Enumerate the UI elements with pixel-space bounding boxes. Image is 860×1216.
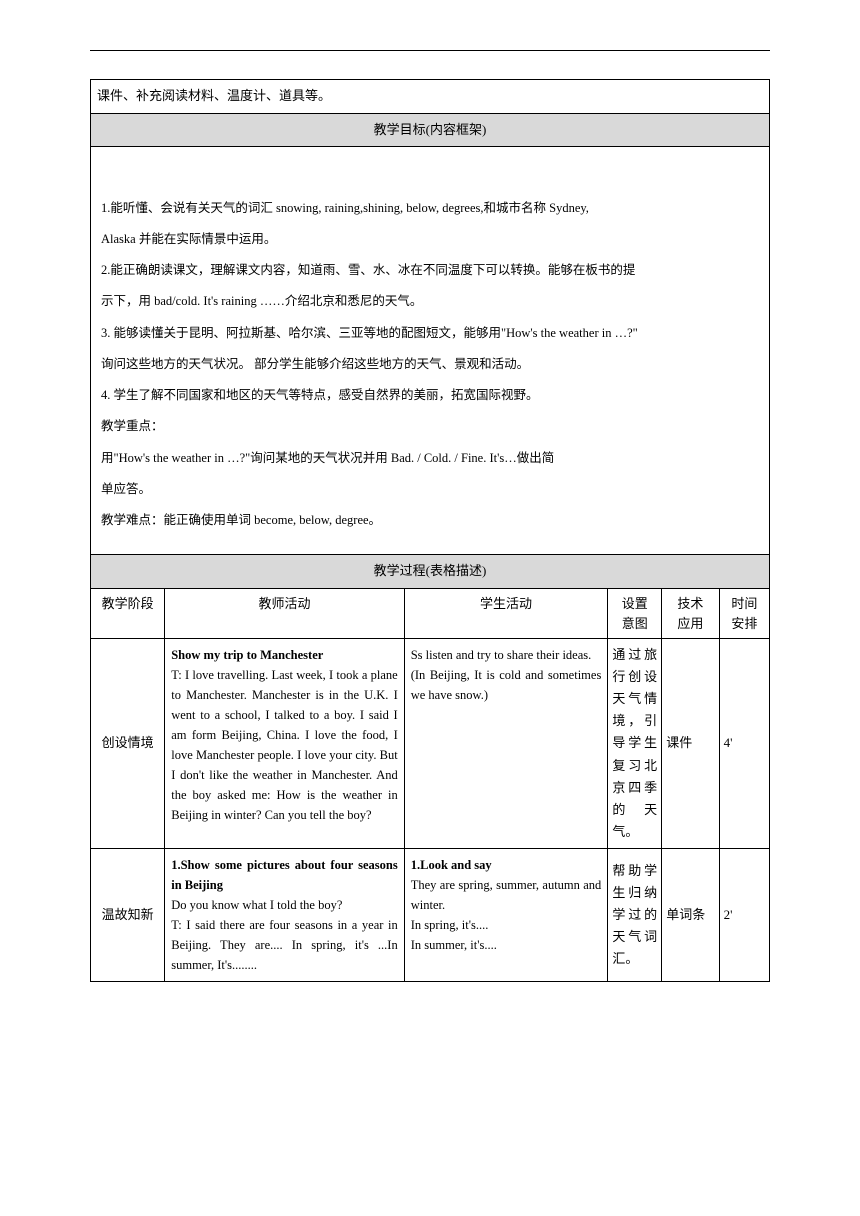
- objective-3a: 3. 能够读懂关于昆明、阿拉斯基、哈尔滨、三亚等地的配图短文，能够用"How's…: [101, 318, 759, 349]
- objective-3b: 询问这些地方的天气状况。 部分学生能够介绍这些地方的天气、景观和活动。: [101, 349, 759, 380]
- student-activity-1: Ss listen and try to share their ideas. …: [404, 639, 608, 849]
- col-header-intent: 设置意图: [608, 589, 662, 639]
- teacher-2-title: 1.Show some pictures about four seasons …: [171, 858, 398, 892]
- stage-2: 温故知新: [91, 848, 165, 981]
- objective-2a: 2.能正确朗读课文，理解课文内容，知道雨、雪、水、冰在不同温度下可以转换。能够在…: [101, 255, 759, 286]
- materials-cell: 课件、补充阅读材料、温度计、道具等。: [91, 80, 770, 114]
- student-2-title: 1.Look and say: [411, 858, 492, 872]
- focus-text-a: 用"How's the weather in …?"询问某地的天气状况并用 Ba…: [101, 443, 759, 474]
- page-top-rule: [90, 50, 770, 51]
- objectives-content: 1.能听懂、会说有关天气的词汇 snowing, raining,shining…: [91, 147, 770, 555]
- teacher-activity-2: 1.Show some pictures about four seasons …: [165, 848, 405, 981]
- student-2-text: They are spring, summer, autumn and wint…: [411, 878, 602, 952]
- teacher-1-title: Show my trip to Manchester: [171, 648, 323, 662]
- col-header-tech: 技术应用: [662, 589, 719, 639]
- student-activity-2: 1.Look and say They are spring, summer, …: [404, 848, 608, 981]
- table-row: 温故知新 1.Show some pictures about four sea…: [91, 848, 770, 981]
- col-header-time: 时间安排: [719, 589, 769, 639]
- objective-2b: 示下，用 bad/cold. It's raining ……介绍北京和悉尼的天气…: [101, 286, 759, 317]
- difficulty-text: 教学难点：能正确使用单词 become, below, degree。: [101, 505, 759, 536]
- objectives-header: 教学目标(内容框架): [91, 113, 770, 147]
- col-header-student: 学生活动: [404, 589, 608, 639]
- intent-1: 通过旅行创设天气情境，引导学生复习北京四季的天气。: [608, 639, 662, 849]
- objective-1a: 1.能听懂、会说有关天气的词汇 snowing, raining,shining…: [101, 193, 759, 224]
- student-1-text1: Ss listen and try to share their ideas.: [411, 648, 592, 662]
- student-1-text2: (In Beijing, It is cold and sometimes we…: [411, 668, 602, 702]
- tech-1: 课件: [662, 639, 719, 849]
- time-1: 4': [719, 639, 769, 849]
- col-header-stage: 教学阶段: [91, 589, 165, 639]
- process-header: 教学过程(表格描述): [91, 555, 770, 589]
- focus-text-b: 单应答。: [101, 474, 759, 505]
- table-row: 创设情境 Show my trip to Manchester T: I lov…: [91, 639, 770, 849]
- col-header-teacher: 教师活动: [165, 589, 405, 639]
- tech-2: 单词条: [662, 848, 719, 981]
- teacher-1-text: T: I love travelling. Last week, I took …: [171, 668, 398, 822]
- objective-4: 4. 学生了解不同国家和地区的天气等特点，感受自然界的美丽，拓宽国际视野。: [101, 380, 759, 411]
- teacher-2-text: Do you know what I told the boy? T: I sa…: [171, 898, 398, 972]
- objective-1b: Alaska 并能在实际情景中运用。: [101, 224, 759, 255]
- lesson-plan-table: 课件、补充阅读材料、温度计、道具等。 教学目标(内容框架) 1.能听懂、会说有关…: [90, 79, 770, 982]
- stage-1: 创设情境: [91, 639, 165, 849]
- focus-label: 教学重点：: [101, 411, 759, 442]
- time-2: 2': [719, 848, 769, 981]
- intent-2: 帮助学生归纳学过的天气词汇。: [608, 848, 662, 981]
- teacher-activity-1: Show my trip to Manchester T: I love tra…: [165, 639, 405, 849]
